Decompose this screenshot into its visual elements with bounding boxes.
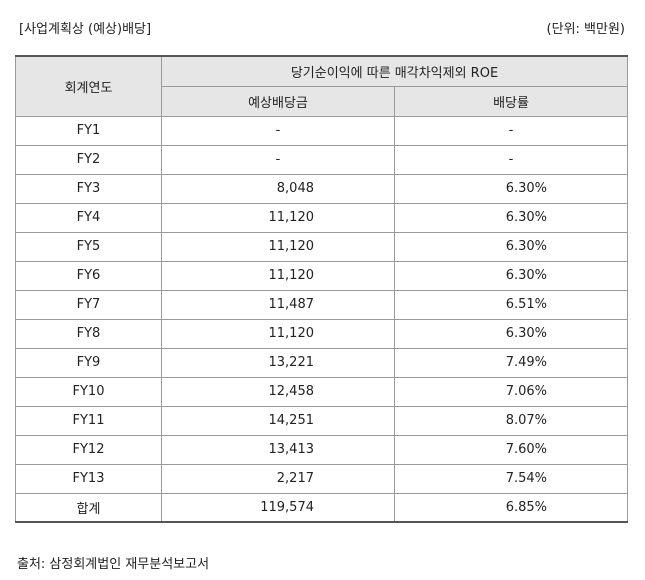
cell-dividend-ratio: 7.60%: [393, 434, 629, 465]
table-row: FY10 12,458 7.06%: [15, 376, 629, 407]
cell-dividend-ratio: 6.30%: [393, 173, 629, 204]
cell-expected-dividend: 11,120: [161, 318, 395, 349]
table-row: FY5 11,120 6.30%: [15, 231, 629, 262]
cell-fiscal-year: FY6: [15, 260, 162, 291]
cell-expected-dividend: 13,221: [161, 347, 395, 378]
cell-fiscal-year: FY8: [15, 318, 162, 349]
table-row: FY9 13,221 7.49%: [15, 347, 629, 378]
table-row: 합계 119,574 6.85%: [15, 492, 629, 523]
header-fiscal-year: 회계연도: [15, 55, 162, 117]
table-row: FY4 11,120 6.30%: [15, 202, 629, 233]
table-row: FY1- -: [15, 115, 629, 146]
cell-dividend-ratio: -: [393, 115, 629, 146]
cell-expected-dividend: 12,458: [161, 376, 395, 407]
table-body: FY1- - FY2- - FY3 8,048 6.30% FY4 11,120 6.30% FY5…: [15, 115, 629, 523]
source-note: 출처: 삼정회계법인 재무분석보고서: [17, 557, 210, 572]
table-row: FY8 11,120 6.30%: [15, 318, 629, 349]
cell-dividend-ratio: 7.06%: [393, 376, 629, 407]
table-row: FY3 8,048 6.30%: [15, 173, 629, 204]
cell-expected-dividend: 8,048: [161, 173, 395, 204]
cell-dividend-ratio: 6.30%: [393, 202, 629, 233]
table-row: FY7 11,487 6.51%: [15, 289, 629, 320]
cell-fiscal-year: FY9: [15, 347, 162, 378]
cell-dividend-ratio: 6.30%: [393, 318, 629, 349]
cell-expected-dividend: 11,120: [161, 231, 395, 262]
cell-fiscal-year: FY4: [15, 202, 162, 233]
cell-expected-dividend: 11,120: [161, 202, 395, 233]
cell-expected-dividend: 119,574: [161, 492, 395, 523]
cell-dividend-ratio: 6.30%: [393, 231, 629, 262]
cell-expected-dividend: -: [161, 115, 395, 146]
table-row: FY11 14,251 8.07%: [15, 405, 629, 436]
table-caption-title: [사업계획상 (예상)배당]: [19, 22, 152, 37]
cell-fiscal-year: FY2: [15, 144, 162, 175]
cell-fiscal-year: FY5: [15, 231, 162, 262]
header-expected-dividend: 예상배당금: [161, 85, 395, 117]
cell-dividend-ratio: 6.30%: [393, 260, 629, 291]
cell-expected-dividend: 13,413: [161, 434, 395, 465]
cell-fiscal-year: FY11: [15, 405, 162, 436]
table-row: FY12 13,413 7.60%: [15, 434, 629, 465]
cell-expected-dividend: 2,217: [161, 463, 395, 494]
cell-dividend-ratio: 7.54%: [393, 463, 629, 494]
cell-fiscal-year: FY10: [15, 376, 162, 407]
dividend-table: 회계연도 당기순이익에 따른 매각차익제외 ROE 예상배당금 배당률 FY1-…: [15, 55, 629, 523]
header-roe-group: 당기순이익에 따른 매각차익제외 ROE: [160, 55, 629, 87]
cell-expected-dividend: 14,251: [161, 405, 395, 436]
cell-fiscal-year: FY3: [15, 173, 162, 204]
cell-dividend-ratio: 6.51%: [393, 289, 629, 320]
cell-dividend-ratio: -: [393, 144, 629, 175]
cell-fiscal-year: FY1: [15, 115, 162, 146]
table-row: FY2- -: [15, 144, 629, 175]
cell-fiscal-year: FY7: [15, 289, 162, 320]
table-row: FY6 11,120 6.30%: [15, 260, 629, 291]
table-caption-unit: (단위: 백만원): [546, 22, 625, 37]
cell-expected-dividend: 11,487: [161, 289, 395, 320]
cell-expected-dividend: -: [161, 144, 395, 175]
cell-fiscal-year: 합계: [15, 492, 162, 523]
cell-dividend-ratio: 6.85%: [393, 492, 629, 523]
cell-dividend-ratio: 7.49%: [393, 347, 629, 378]
cell-fiscal-year: FY12: [15, 434, 162, 465]
header-dividend-ratio: 배당률: [393, 85, 629, 117]
table-row: FY13 2,217 7.54%: [15, 463, 629, 494]
cell-dividend-ratio: 8.07%: [393, 405, 629, 436]
cell-fiscal-year: FY13: [15, 463, 162, 494]
cell-expected-dividend: 11,120: [161, 260, 395, 291]
